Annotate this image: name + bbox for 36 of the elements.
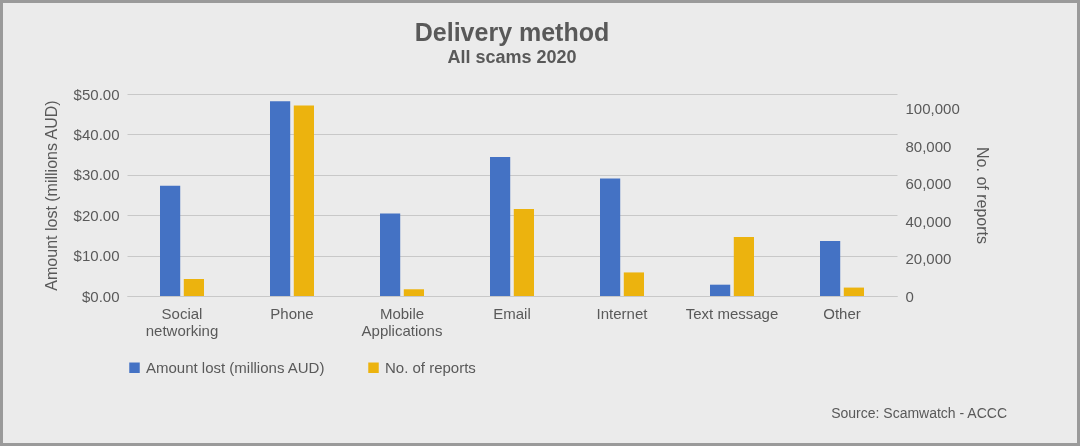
y-tick-label: $30.00 [73,166,120,184]
x-tick-label: Phone [270,304,314,322]
y2-axis-title: No. of reports [973,147,991,244]
bar [183,278,204,296]
y-tick-label: $50.00 [73,85,120,103]
x-tick-label: Other [823,304,861,322]
bar [843,287,864,296]
bar [380,213,401,296]
y-axis-title: Amount lost (millions AUD) [42,100,60,291]
y2-tick-label: 20,000 [905,250,952,268]
bar [160,185,181,296]
bar [623,272,644,296]
x-tick-label: Text message [685,304,779,322]
bar [710,284,731,296]
y2-tick-label: 40,000 [905,212,952,230]
x-tick-label: Social networking [145,304,219,339]
source-note: Source: Scamwatch - ACCC [831,405,1007,421]
bar [733,237,754,296]
y2-tick-label: 80,000 [905,137,952,155]
y2-tick-label: 60,000 [905,175,952,193]
bar [403,289,424,296]
y2-tick-label: 0 [905,287,914,305]
bar [820,241,841,296]
bar [600,178,621,296]
x-tick-label: Email [493,304,531,322]
y-tick-label: $40.00 [73,125,120,143]
y-tick-label: $0.00 [81,287,120,305]
x-tick-label: Mobile Applications [361,304,443,339]
legend-label: Amount lost (millions AUD) [146,358,325,376]
chart-subtitle: All scams 2020 [447,47,577,67]
y2-tick-label: 100,000 [905,100,960,118]
x-tick-label: Internet [596,304,649,322]
legend-label: No. of reports [385,358,476,376]
chart-title: Delivery method [414,18,610,46]
y-tick-label: $20.00 [73,206,120,224]
y-tick-label: $10.00 [73,247,120,265]
